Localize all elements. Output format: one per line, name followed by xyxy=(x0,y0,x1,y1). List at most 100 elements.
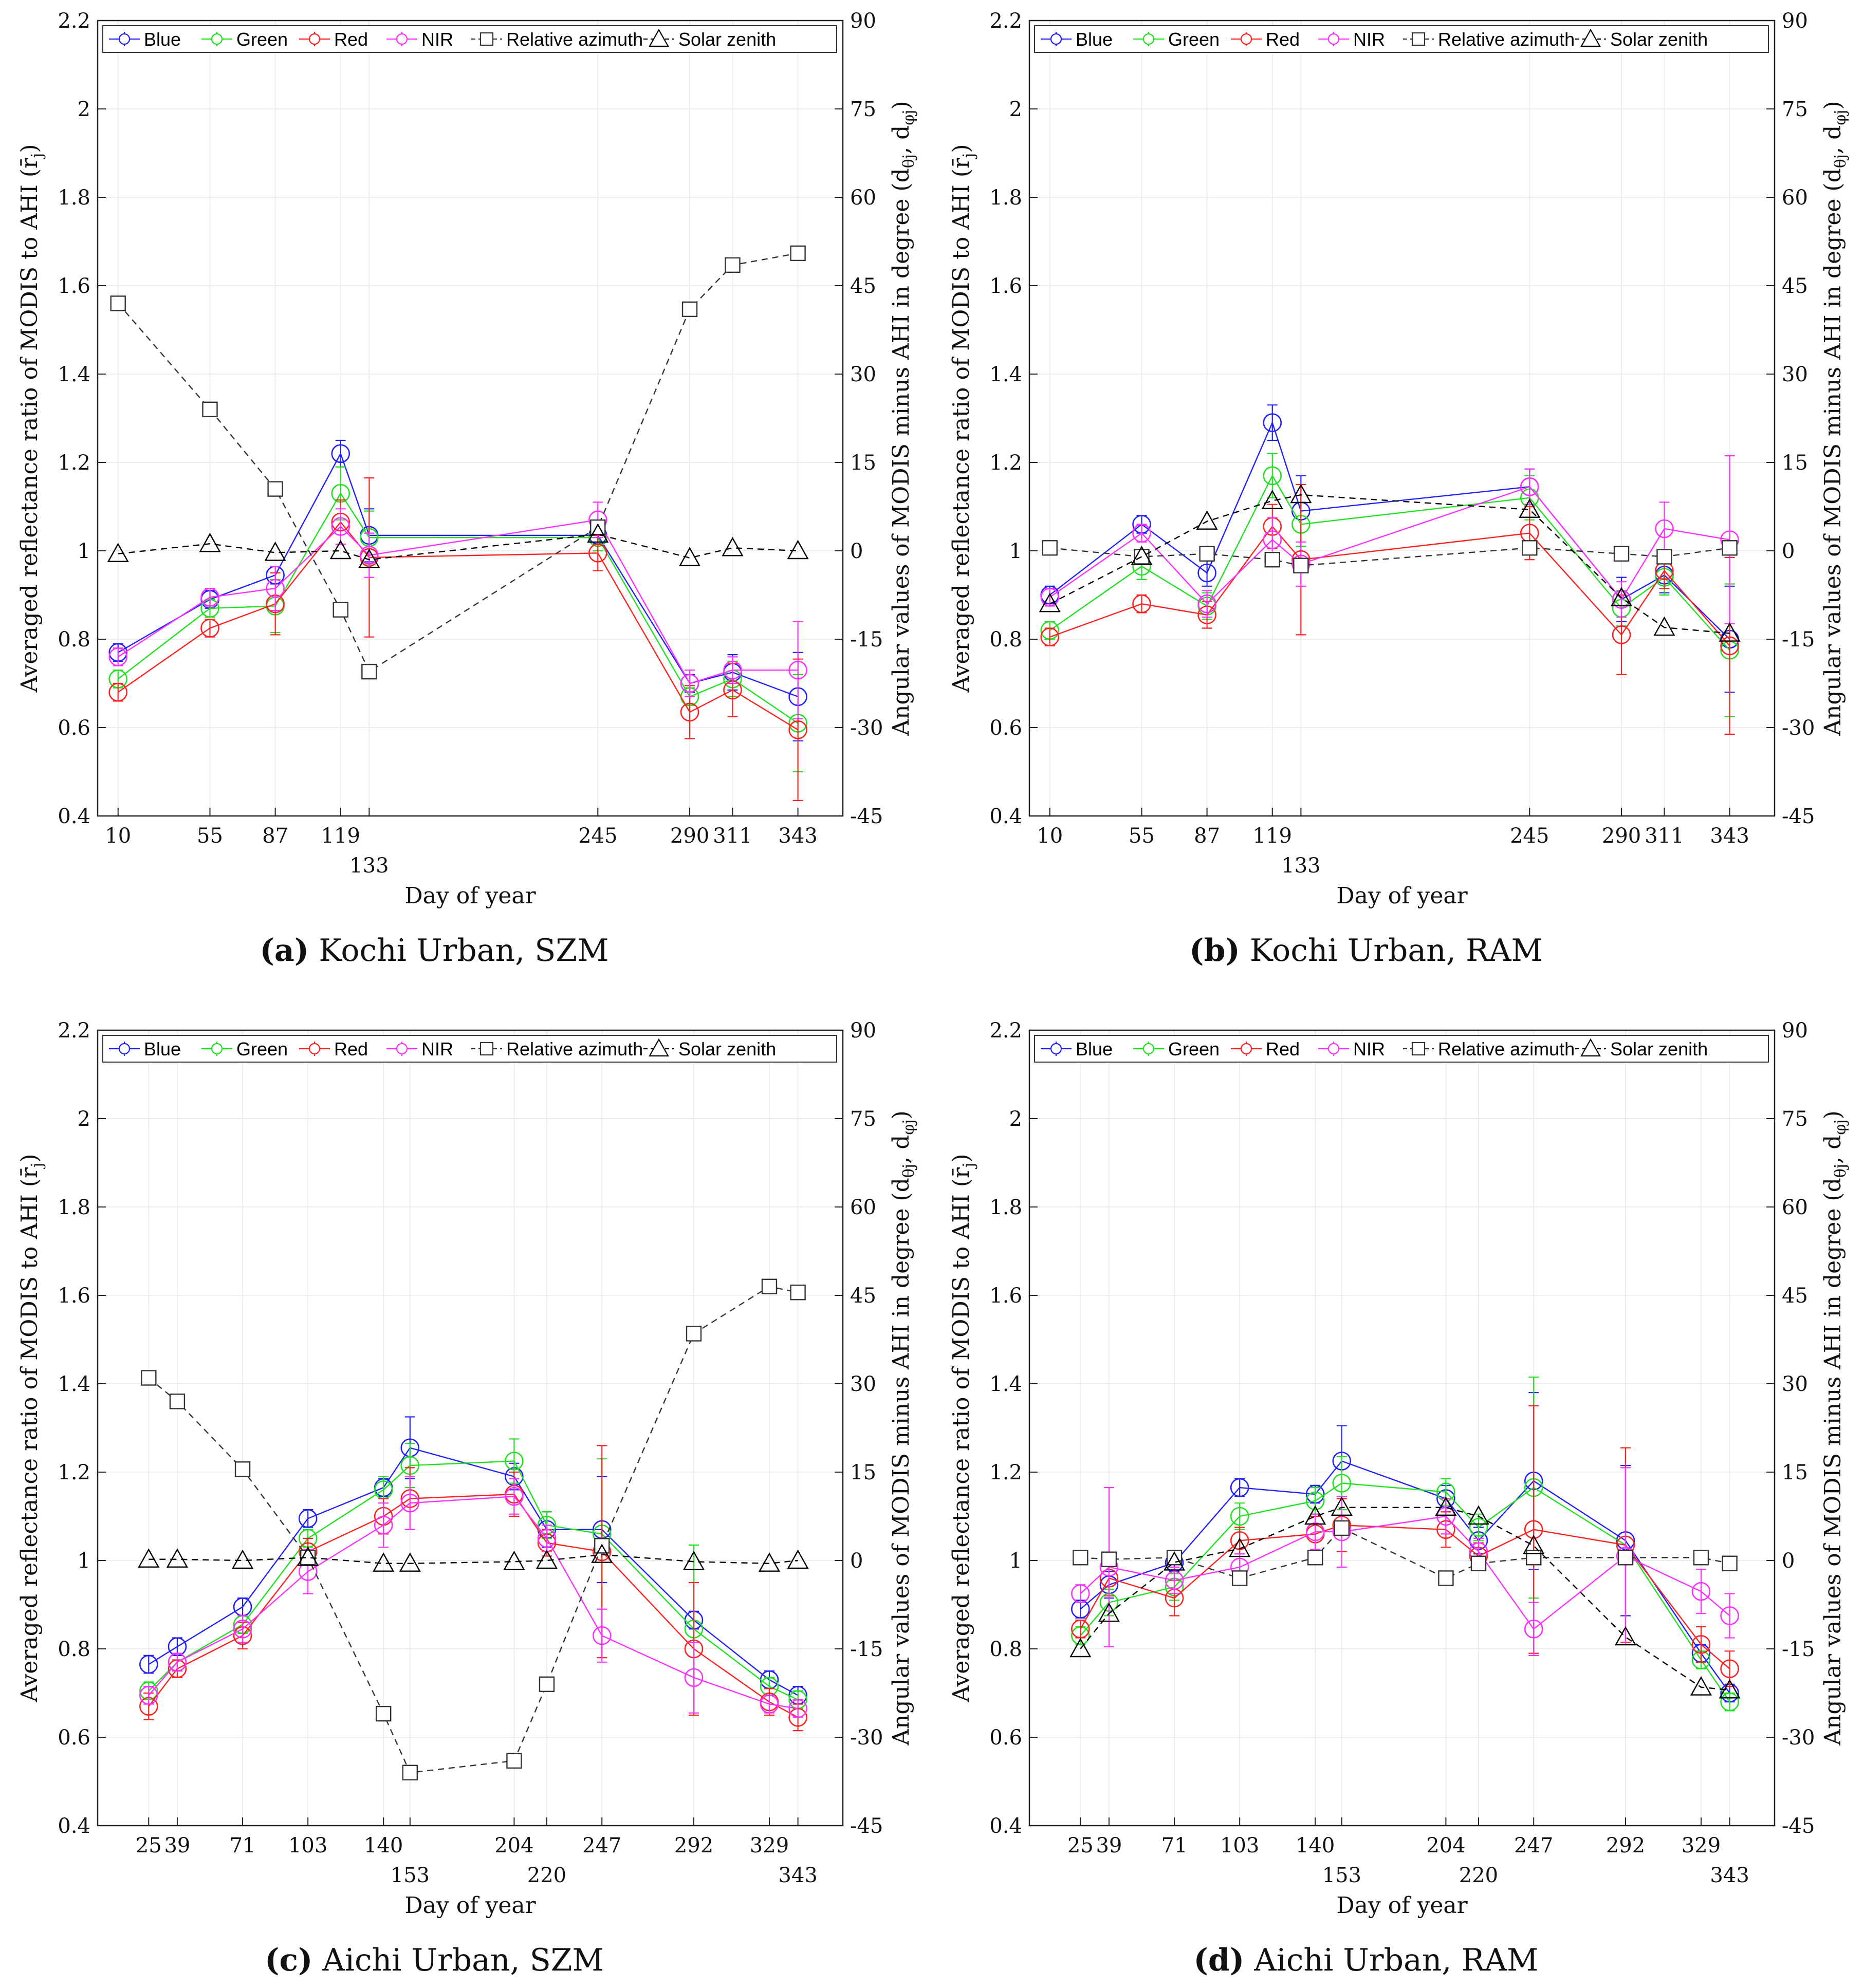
x-tick-label: 55 xyxy=(1129,824,1155,848)
legend: Blue Green Red NIR Relative azimuth Solar zen… xyxy=(1034,25,1769,53)
data-point xyxy=(1132,594,1151,614)
x-tick-label: 71 xyxy=(1161,1834,1188,1857)
y2-tick-label: 90 xyxy=(1782,1019,1808,1043)
legend-label: NIR xyxy=(1353,29,1385,50)
legend-marker xyxy=(1240,33,1252,45)
data-point xyxy=(1263,466,1282,486)
y2-tick-label: 0 xyxy=(850,540,863,563)
y-tick-label: 0.4 xyxy=(58,1814,90,1838)
x-tick-label: 343 xyxy=(1710,824,1749,848)
x-tick-label: 220 xyxy=(1459,1864,1498,1887)
x-tick-label: 343 xyxy=(778,1864,817,1887)
data-point xyxy=(1656,549,1672,565)
series-solar-zenith xyxy=(1069,1496,1741,1699)
series-line xyxy=(148,1460,799,1700)
data-point xyxy=(1467,1505,1490,1525)
legend-marker xyxy=(1142,33,1155,45)
x-axis-label: Day of year xyxy=(1336,1892,1468,1919)
x-tick-label: 292 xyxy=(674,1834,713,1857)
y2-tick-label: 45 xyxy=(1782,1284,1808,1308)
legend-marker xyxy=(1327,33,1340,45)
series-line xyxy=(149,1554,798,1564)
data-point xyxy=(1655,519,1674,538)
y2-tick-label: -15 xyxy=(1782,1638,1815,1661)
legend: Blue Green Red NIR Relative azimuth Solar zen… xyxy=(1034,1035,1769,1063)
data-point xyxy=(681,301,698,318)
legend-marker xyxy=(479,32,494,46)
legend-item: Relative azimuth xyxy=(1403,29,1575,50)
data-point xyxy=(1611,587,1633,606)
legend-label: NIR xyxy=(421,29,453,50)
panel-caption: (a) Kochi Urban, SZM xyxy=(260,933,608,969)
data-point xyxy=(331,517,350,536)
x-tick-label: 133 xyxy=(349,854,389,878)
data-point xyxy=(1693,1550,1709,1566)
y-tick-label: 1.2 xyxy=(58,451,90,475)
legend-label: NIR xyxy=(1353,1038,1385,1060)
data-point xyxy=(1719,622,1741,642)
legend-item: Blue xyxy=(1041,29,1113,50)
y2-axis-label: Angular values of MODIS minus AHI in deg… xyxy=(1820,101,1850,736)
legend-box xyxy=(102,1035,837,1063)
legend-item: Blue xyxy=(1041,1038,1113,1060)
data-point xyxy=(684,1668,704,1687)
series-line xyxy=(117,252,798,673)
legend-item: Green xyxy=(1133,29,1220,50)
legend-marker xyxy=(1142,1043,1155,1055)
y-tick-label: 1 xyxy=(1009,540,1022,563)
x-tick-label: 103 xyxy=(288,1834,327,1857)
x-tick-label: 25 xyxy=(136,1834,162,1857)
legend-label: Blue xyxy=(144,29,181,50)
legend-label: Solar zenith xyxy=(1610,29,1708,50)
legend-label: Solar zenith xyxy=(678,29,776,50)
y2-tick-label: -45 xyxy=(850,805,883,828)
legend-item: Relative azimuth xyxy=(471,29,643,50)
legend-item: Solar zenith xyxy=(643,1038,776,1060)
y2-axis-label: Angular values of MODIS minus AHI in deg… xyxy=(888,101,918,736)
legend-item: Relative azimuth xyxy=(1403,1038,1575,1060)
y2-tick-label: 30 xyxy=(1782,363,1808,386)
grid xyxy=(98,20,843,816)
legend-label: NIR xyxy=(421,1038,453,1060)
y2-tick-label: 0 xyxy=(850,1549,863,1573)
x-tick-label: 247 xyxy=(1514,1834,1553,1857)
data-point xyxy=(298,1509,318,1528)
x-tick-label: 87 xyxy=(262,824,288,848)
data-point xyxy=(1263,413,1282,432)
legend-marker xyxy=(396,1043,408,1055)
legend-item: Relative azimuth xyxy=(471,1038,643,1060)
data-point xyxy=(1040,627,1060,646)
legend-label: Red xyxy=(334,29,368,50)
series-line xyxy=(118,533,798,561)
legend-marker xyxy=(396,33,408,45)
x-tick-label: 153 xyxy=(391,1864,430,1887)
y2-tick-label: 30 xyxy=(850,1372,876,1396)
legend-item: Red xyxy=(1231,1038,1300,1060)
legend-item: Green xyxy=(1133,1038,1220,1060)
legend-marker xyxy=(1050,1043,1062,1055)
series-blue xyxy=(1071,1392,1739,1703)
data-point xyxy=(1522,540,1538,556)
y2-tick-label: 30 xyxy=(850,363,876,386)
legend-item: Blue xyxy=(109,29,181,50)
x-tick-label: 247 xyxy=(582,1834,621,1857)
y2-tick-label: 15 xyxy=(850,451,876,475)
y-tick-label: 1.8 xyxy=(58,1196,90,1219)
y-axis-label: Averaged reflectance ratio of MODIS to A… xyxy=(16,1154,46,1702)
plot-frame xyxy=(1028,20,1776,817)
data-point xyxy=(1196,510,1218,530)
data-point xyxy=(297,1546,319,1566)
y2-tick-label: 90 xyxy=(1782,9,1808,33)
data-point xyxy=(108,647,128,666)
data-point xyxy=(587,523,609,543)
data-point xyxy=(680,702,699,722)
y2-tick-label: 90 xyxy=(850,1019,876,1043)
legend-marker xyxy=(211,1043,223,1055)
legend-marker xyxy=(649,1038,669,1057)
data-point xyxy=(505,1452,524,1471)
data-point xyxy=(329,540,352,560)
series-red xyxy=(139,1445,807,1732)
y2-tick-label: -15 xyxy=(850,1638,883,1661)
y-tick-label: 1.4 xyxy=(58,1372,90,1396)
